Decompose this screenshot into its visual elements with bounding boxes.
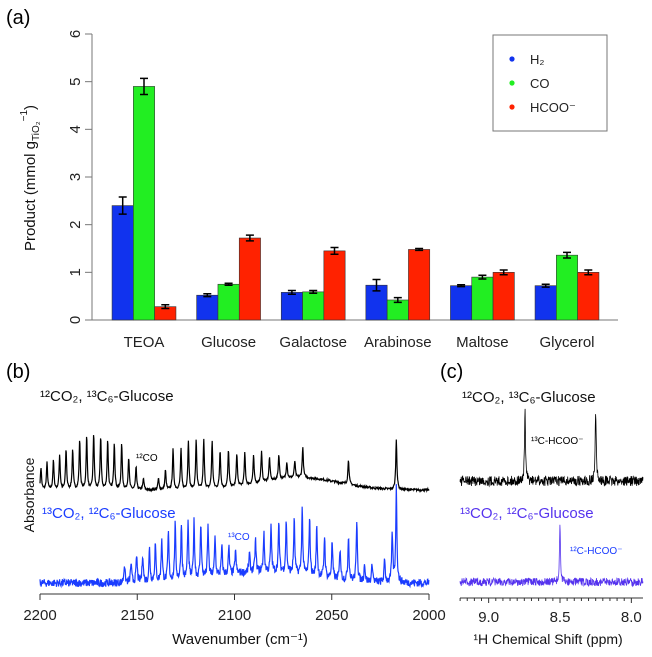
nmr-label-blue: ¹³CO₂, ¹²C₆-Glucose <box>460 505 594 522</box>
error-bar <box>203 293 212 298</box>
legend-marker <box>509 56 515 62</box>
bar-teoa-1 <box>133 86 155 321</box>
spectrum-label-black: ¹²CO₂, ¹³C₆-Glucose <box>40 388 174 405</box>
error-bar <box>541 283 550 288</box>
panel-a-label: (a) <box>6 7 30 29</box>
legend-label: HCOO⁻ <box>530 100 576 115</box>
bar-maltose-1 <box>471 276 494 321</box>
x-tick-label: Maltose <box>456 334 509 351</box>
error-bar <box>457 283 466 288</box>
annotation-12c-hcoo: ¹²C-HCOO⁻ <box>570 546 623 557</box>
bar-galactose-1 <box>302 291 325 321</box>
bar-glycerol-0 <box>534 285 557 321</box>
error-bar <box>245 234 254 242</box>
x-tick-label: 9.0 <box>478 609 499 626</box>
bar-teoa-0 <box>111 205 134 321</box>
error-bar <box>140 77 148 96</box>
x-tick-label: 2050 <box>315 607 348 624</box>
x-tick-label: Arabinose <box>364 334 432 351</box>
bar-glucose-1 <box>217 283 240 321</box>
spectrum-line-blue <box>39 484 430 589</box>
nmr-line-black <box>459 408 644 488</box>
annotation-12co: ¹²CO <box>136 453 158 464</box>
panel-c-nmr-spectra: (c) ¹²CO₂, ¹³C₆-Glucose ¹³CO₂, ¹²C₆-Gluc… <box>440 361 644 647</box>
x-tick-label: 8.5 <box>550 609 571 626</box>
error-bar <box>499 269 508 276</box>
x-tick-label: Galactose <box>279 334 347 351</box>
error-bar <box>330 246 339 255</box>
panel-c-label: (c) <box>440 361 463 383</box>
y-tick-label: 4 <box>67 125 84 133</box>
x-tick-label: 2200 <box>23 607 56 624</box>
error-bar <box>287 289 296 296</box>
bar-galactose-0 <box>280 292 303 321</box>
x-tick-label: Glucose <box>201 334 256 351</box>
error-bar <box>393 296 402 304</box>
x-tick-label: Glycerol <box>539 334 594 351</box>
error-bar <box>372 278 381 292</box>
annotation-13co: ¹³CO <box>228 532 250 543</box>
panel-b-ir-spectra: (b) ¹²CO₂, ¹³C₆-Glucose ¹³CO₂, ¹²C₆-Gluc… <box>6 361 446 648</box>
legend-marker <box>509 80 515 86</box>
y-tick-label: 0 <box>67 316 84 324</box>
error-bar <box>478 274 487 280</box>
error-bar <box>224 282 233 286</box>
bars <box>111 77 600 321</box>
bar-glucose-2 <box>238 237 261 321</box>
x-tick-label: TEOA <box>124 334 165 351</box>
x-axis-label-wavenumber: Wavenumber (cm⁻¹) <box>172 631 308 648</box>
y-tick-label: 3 <box>67 173 84 181</box>
bar-maltose-0 <box>450 285 473 321</box>
panel-b-label: (b) <box>6 361 30 383</box>
bar-arabinose-2 <box>408 249 431 321</box>
legend: H₂ CO HCOO⁻ <box>492 34 608 132</box>
error-bar <box>161 303 170 310</box>
error-bar <box>584 269 593 276</box>
y-tick-label: 2 <box>67 220 84 228</box>
spectrum-label-blue: ¹³CO₂, ¹²C₆-Glucose <box>42 505 176 522</box>
nmr-label-black: ¹²CO₂, ¹³C₆-Glucose <box>462 389 596 406</box>
x-tick-labels: TEOA Glucose Galactose Arabinose Maltose Glyc… <box>124 334 595 351</box>
x-tick-label: 2000 <box>412 607 445 624</box>
legend-label: H₂ <box>530 52 544 67</box>
x-ticks-nmr: 9.0 8.5 8.0 <box>459 598 642 626</box>
legend-label: CO <box>530 76 550 91</box>
x-ticks: 2200 2150 2100 2050 2000 <box>23 594 446 624</box>
y-axis-label-absorbance: Absorbance <box>21 457 37 532</box>
x-tick-label: 8.0 <box>621 609 642 626</box>
bar-glycerol-1 <box>556 254 578 321</box>
y-tick-label: 6 <box>67 30 84 38</box>
x-tick-label: 2150 <box>121 607 154 624</box>
y-tick-label: 1 <box>67 268 84 276</box>
error-bar <box>118 196 127 215</box>
error-bar <box>563 251 571 259</box>
panel-a-bar-chart: (a) 0 1 2 3 4 5 6 TEOA Glucose Galactose Arabinos… <box>6 7 618 351</box>
y-axis-label: Product (mmol gTiO₂−1) <box>19 105 42 251</box>
error-bar <box>309 289 318 295</box>
x-tick-label: 2100 <box>218 607 251 624</box>
y-ticks: 0 1 2 3 4 5 6 <box>67 30 92 324</box>
y-tick-label: 5 <box>67 77 84 85</box>
bar-maltose-2 <box>492 272 515 321</box>
bar-glycerol-2 <box>577 272 600 321</box>
error-bar <box>415 247 424 252</box>
nmr-line-blue <box>459 524 644 588</box>
annotation-13c-hcoo: ¹³C-HCOO⁻ <box>531 436 584 447</box>
legend-marker <box>509 104 515 110</box>
x-axis-label-chemical-shift: ¹H Chemical Shift (ppm) <box>473 631 622 647</box>
bar-glucose-0 <box>196 294 219 321</box>
bar-galactose-2 <box>323 250 346 321</box>
spectrum-line-black <box>39 435 430 493</box>
